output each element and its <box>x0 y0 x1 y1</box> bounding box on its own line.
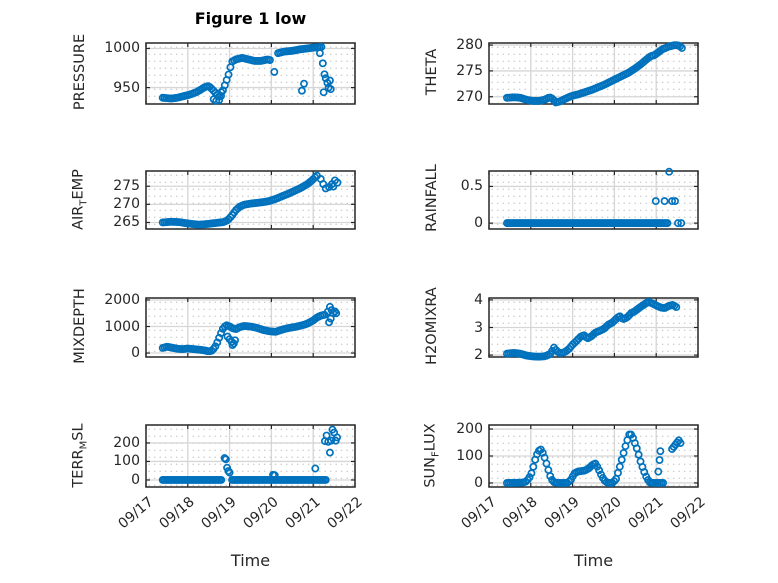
tick-marks <box>145 298 356 357</box>
theta-ytick-label: 275 <box>456 62 483 79</box>
xtick-label-09-19: 09/19 <box>198 494 240 533</box>
tick-marks <box>145 425 356 487</box>
pressure-plot <box>145 42 356 105</box>
ylabel-text: AIR <box>70 205 87 230</box>
sun-flux-markers <box>503 430 685 487</box>
ylabel-text: SUN <box>422 457 439 488</box>
h2omixra-ytick-label: 4 <box>474 291 483 308</box>
axes-frame <box>145 297 356 358</box>
mixdepth-ytick-label: 1000 <box>104 318 140 335</box>
rainfall-ytick-label: 0.5 <box>460 178 483 195</box>
axes-frame <box>145 170 356 230</box>
h2omixra-markers <box>503 297 681 361</box>
theta-ytick-label: 270 <box>456 88 483 105</box>
sun-flux-ytick-label: 0 <box>474 474 483 491</box>
xtick-label-09-20: 09/20 <box>240 494 282 533</box>
terr-msl-ytick-label: 100 <box>113 453 140 470</box>
theta-ytick-label: 280 <box>456 37 483 54</box>
xtick-label-09-21: 09/21 <box>625 494 667 533</box>
xtick-label-09-22: 09/22 <box>324 494 366 533</box>
air-temp-ytick-label: 275 <box>113 178 140 195</box>
xtick-label-09-17: 09/17 <box>115 494 157 533</box>
sun-flux-ytick-label: 200 <box>456 421 483 438</box>
minor-grid <box>490 172 697 228</box>
h2omixra-ytick-label: 3 <box>474 319 483 336</box>
axes-frame <box>145 42 356 105</box>
rainfall-plot <box>488 167 699 230</box>
xtick-label-09-22: 09/22 <box>667 494 709 533</box>
terr-msl-ytick-label: 0 <box>131 471 140 488</box>
mixdepth-markers <box>158 302 341 356</box>
pressure-ytick-label: 1000 <box>104 40 140 57</box>
xtick-label-09-18: 09/18 <box>499 494 542 533</box>
time-axis-label-right: Time <box>573 551 614 570</box>
air-temp-ytick-label: 265 <box>113 214 140 231</box>
ylabel-sun-flux: SUNFLUX <box>423 376 442 536</box>
theta-plot <box>488 41 699 107</box>
tick-marks <box>145 43 356 104</box>
axes-frame <box>145 424 356 488</box>
ylabel-subscript: F <box>430 451 442 457</box>
mixdepth-ytick-label: 0 <box>131 345 140 362</box>
ylabel-text: H2OMIXRA <box>424 286 440 365</box>
sun-flux-ytick-label: 100 <box>456 448 483 464</box>
ylabel-subscript: M <box>78 440 90 450</box>
ylabel-subscript: T <box>78 199 90 206</box>
axes-frame <box>488 42 699 105</box>
xtick-label-09-18: 09/18 <box>156 494 199 533</box>
rainfall-ytick-label: 0 <box>474 215 483 232</box>
air-temp-plot <box>145 170 356 230</box>
minor-grid <box>147 426 354 486</box>
air-temp-markers <box>158 171 342 229</box>
h2omixra-plot <box>488 297 699 361</box>
xtick-label-09-20: 09/20 <box>583 494 625 533</box>
ylabel-text: EMP <box>70 169 87 200</box>
terr-msl-markers <box>158 425 341 484</box>
xtick-label-09-19: 09/19 <box>541 494 583 533</box>
xtick-label-09-17: 09/17 <box>458 494 500 533</box>
pressure-markers <box>158 42 335 105</box>
figure-title: Figure 1 low <box>194 9 307 28</box>
tick-marks <box>145 171 356 229</box>
axes-frame <box>488 170 699 230</box>
mixdepth-ytick-label: 2000 <box>104 291 140 308</box>
rainfall-markers <box>503 167 686 228</box>
ylabel-text: THETA <box>424 48 440 95</box>
ylabel-text: RAINFALL <box>424 164 440 232</box>
theta-markers <box>503 41 686 107</box>
ylabel-text: PRESSURE <box>72 33 88 110</box>
mixdepth-plot <box>145 297 356 358</box>
air-temp-ytick-label: 270 <box>113 196 140 213</box>
sun-flux-plot <box>488 424 699 488</box>
ylabel-terr-msl: TERRMSL <box>71 376 90 536</box>
ylabel-text: TERR <box>70 449 87 488</box>
ylabel-text: MIXDEPTH <box>72 287 88 364</box>
ylabel-text: LUX <box>422 423 439 452</box>
xtick-label-09-21: 09/21 <box>282 494 324 533</box>
terr-msl-ytick-label: 200 <box>113 434 140 451</box>
time-axis-label-left: Time <box>230 551 271 570</box>
terr-msl-plot <box>145 424 356 488</box>
h2omixra-ytick-label: 2 <box>474 347 483 364</box>
ylabel-text: SL <box>70 423 87 441</box>
pressure-ytick-label: 950 <box>113 79 140 96</box>
